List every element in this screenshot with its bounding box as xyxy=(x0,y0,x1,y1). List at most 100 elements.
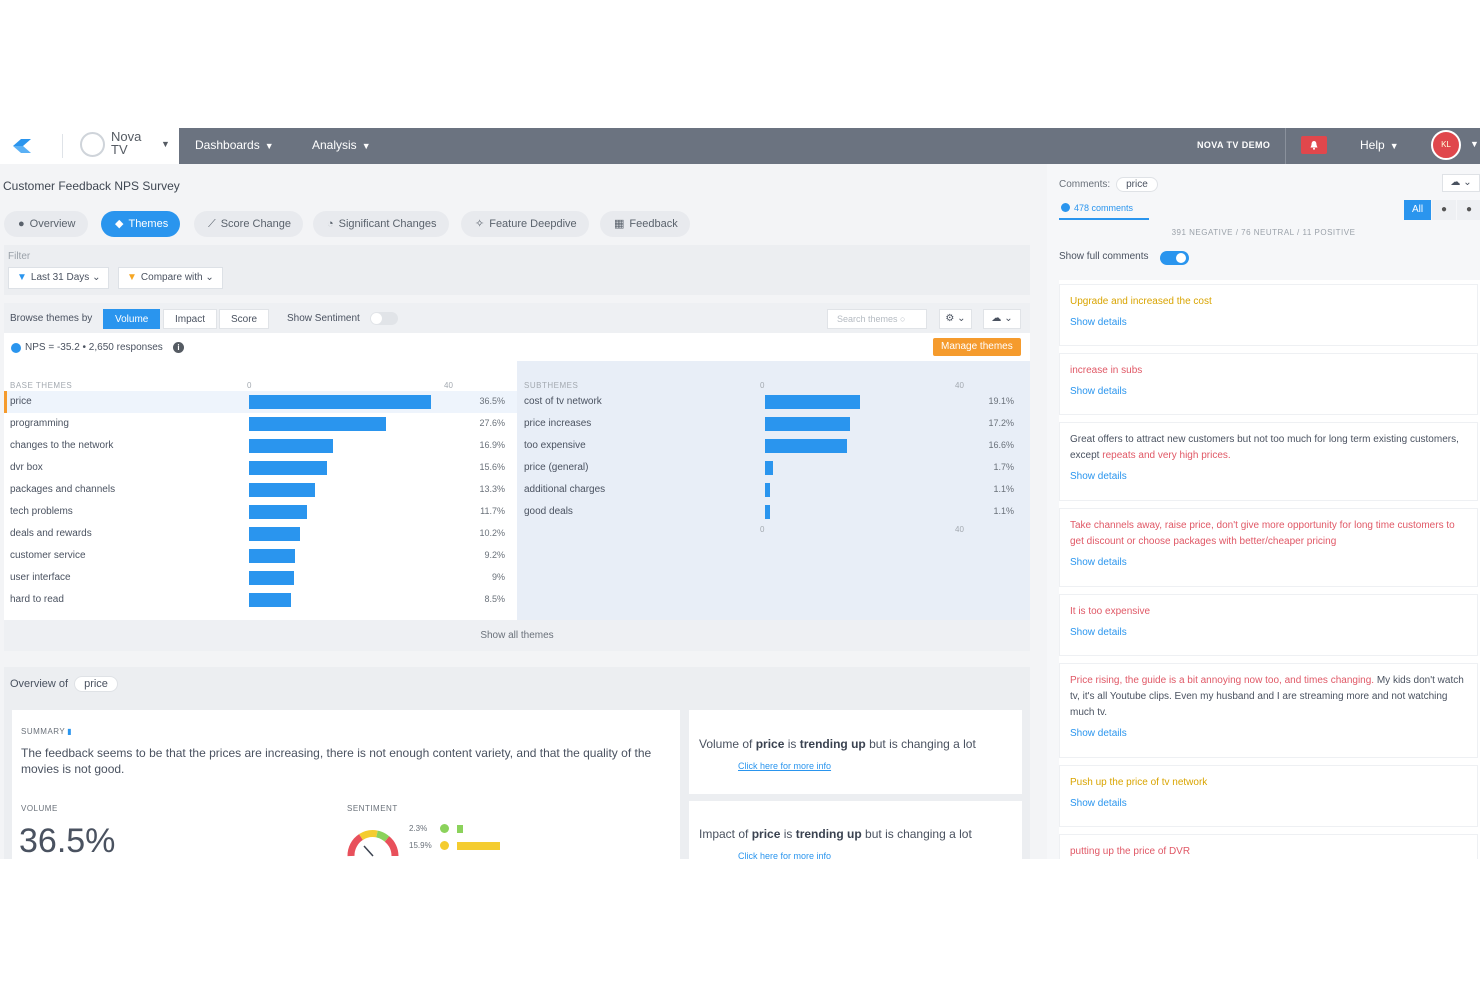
theme-row[interactable]: price 36.5% xyxy=(4,391,517,413)
show-sentiment-toggle[interactable] xyxy=(370,312,398,325)
theme-bar[interactable] xyxy=(765,395,860,409)
theme-bar[interactable] xyxy=(765,505,771,519)
theme-row[interactable]: too expensive 16.6% xyxy=(517,435,1030,457)
theme-row[interactable]: price (general) 1.7% xyxy=(517,457,1030,479)
sentiment-positive-bar xyxy=(457,825,464,833)
date-range-dropdown[interactable]: ▼ Last 31 Days ⌄ xyxy=(8,267,110,289)
browse-volume-button[interactable]: Volume xyxy=(103,309,161,329)
pane-gutter xyxy=(1047,280,1059,859)
chevron-down-icon[interactable]: ▼ xyxy=(161,139,170,149)
brand-area: Nova TV ▼ xyxy=(0,128,179,164)
theme-row[interactable]: changes to the network 16.9% xyxy=(4,435,517,457)
tab-score-change[interactable]: ⟋ Score Change xyxy=(194,211,304,237)
theme-bar[interactable] xyxy=(249,461,327,475)
notifications-button[interactable] xyxy=(1301,136,1327,154)
comments-download-button[interactable]: ☁ ⌄ xyxy=(1442,174,1480,192)
theme-bar[interactable] xyxy=(765,483,771,497)
theme-percentage: 1.1% xyxy=(993,506,1014,516)
theme-bar[interactable] xyxy=(249,527,300,541)
avatar[interactable]: KL xyxy=(1431,130,1461,160)
tab-overview[interactable]: ● Overview xyxy=(4,211,88,237)
brand-name[interactable]: Nova TV xyxy=(111,129,142,157)
theme-row[interactable]: user interface 9% xyxy=(4,567,517,589)
filter-bar: Filter ▼ Last 31 Days ⌄ ▼ Compare with ⌄ xyxy=(4,245,1030,295)
theme-bar[interactable] xyxy=(249,593,292,607)
tab-feature-deepdive[interactable]: ✧ Feature Deepdive xyxy=(461,211,589,237)
show-details-link[interactable]: Show details xyxy=(1070,386,1127,397)
comment-card: Great offers to attract new customers bu… xyxy=(1059,422,1478,501)
settings-button[interactable]: ⚙ ⌄ xyxy=(939,309,972,329)
theme-row[interactable]: tech problems 11.7% xyxy=(4,501,517,523)
show-details-link[interactable]: Show details xyxy=(1070,317,1127,328)
theme-row[interactable]: additional charges 1.1% xyxy=(517,479,1030,501)
volume-more-info-link[interactable]: Click here for more info xyxy=(738,761,832,771)
comments-theme-chip[interactable]: price xyxy=(1116,177,1158,192)
theme-bar[interactable] xyxy=(765,417,851,431)
theme-bar[interactable] xyxy=(249,549,295,563)
theme-bar[interactable] xyxy=(249,571,294,585)
tab-themes[interactable]: ◆ Themes xyxy=(101,211,181,237)
line-chart-icon: ⟋ xyxy=(208,218,216,230)
theme-row[interactable]: deals and rewards 10.2% xyxy=(4,523,517,545)
show-details-link[interactable]: Show details xyxy=(1070,627,1127,638)
theme-bar[interactable] xyxy=(249,439,334,453)
browse-score-button[interactable]: Score xyxy=(219,309,270,329)
theme-row[interactable]: packages and channels 13.3% xyxy=(4,479,517,501)
theme-row[interactable]: programming 27.6% xyxy=(4,413,517,435)
show-all-themes-link[interactable]: Show all themes xyxy=(4,620,1030,651)
impact-trend-text: Impact of price is trending up but is ch… xyxy=(699,827,972,841)
theme-label: programming xyxy=(10,418,69,429)
browse-impact-button[interactable]: Impact xyxy=(163,309,218,329)
theme-row[interactable]: customer service 9.2% xyxy=(4,545,517,567)
sentiment-filter-button[interactable]: ● xyxy=(1457,200,1480,220)
show-details-link[interactable]: Show details xyxy=(1070,728,1127,739)
show-details-link[interactable]: Show details xyxy=(1070,557,1127,568)
tag-icon: ◆ xyxy=(115,218,124,230)
filter-all-button[interactable]: All xyxy=(1404,200,1431,220)
theme-bar[interactable] xyxy=(249,483,316,497)
theme-row[interactable]: good deals 1.1% xyxy=(517,501,1030,523)
base-themes-header: BASE THEMES xyxy=(10,381,73,390)
theme-row[interactable]: hard to read 8.5% xyxy=(4,589,517,611)
theme-label: good deals xyxy=(524,506,573,517)
impact-more-info-link[interactable]: Click here for more info xyxy=(738,851,832,859)
nav-analysis[interactable]: Analysis ▼ xyxy=(312,138,371,152)
tab-feedback[interactable]: ▦ Feedback xyxy=(600,211,690,237)
cloud-download-icon: ☁ xyxy=(991,313,1002,324)
nps-dot-icon xyxy=(11,343,21,353)
theme-bar[interactable] xyxy=(249,417,387,431)
overview-theme-chip[interactable]: price xyxy=(74,676,118,692)
show-details-link[interactable]: Show details xyxy=(1070,798,1127,809)
theme-percentage: 10.2% xyxy=(479,528,505,538)
theme-row[interactable]: price increases 17.2% xyxy=(517,413,1030,435)
nav-dashboards[interactable]: Dashboards ▼ xyxy=(195,138,274,152)
sentiment-gauge-icon xyxy=(347,830,399,857)
chevron-down-icon[interactable]: ▼ xyxy=(1470,139,1479,149)
comments-count-tab[interactable]: 478 comments xyxy=(1061,203,1133,213)
theme-bar[interactable] xyxy=(765,461,774,475)
help-menu[interactable]: Help ▼ xyxy=(1360,138,1399,152)
manage-themes-button[interactable]: Manage themes xyxy=(933,338,1021,356)
show-full-comments-toggle[interactable] xyxy=(1160,251,1189,265)
theme-bar[interactable] xyxy=(249,395,431,409)
logo-icon[interactable] xyxy=(11,137,33,155)
theme-label: tech problems xyxy=(10,506,73,517)
show-details-link[interactable]: Show details xyxy=(1070,471,1127,482)
theme-percentage: 15.6% xyxy=(479,462,505,472)
axis-tick-min: 0 xyxy=(247,381,252,390)
frown-icon: ● xyxy=(1465,204,1473,215)
sentiment-filter-button[interactable]: ● xyxy=(1432,200,1456,220)
tab-significant-changes[interactable]: ◔ Significant Changes xyxy=(313,211,449,237)
theme-row[interactable]: cost of tv network 19.1% xyxy=(517,391,1030,413)
compare-dropdown[interactable]: ▼ Compare with ⌄ xyxy=(118,267,223,289)
theme-bar[interactable] xyxy=(249,505,308,519)
theme-bar[interactable] xyxy=(765,439,848,453)
theme-row[interactable]: dvr box 15.6% xyxy=(4,457,517,479)
page-title: Customer Feedback NPS Survey xyxy=(3,179,180,193)
download-button[interactable]: ☁ ⌄ xyxy=(983,309,1021,329)
search-themes-input[interactable]: Search themes ○ xyxy=(827,309,927,329)
browse-controls: Browse themes by Volume Impact Score Sho… xyxy=(4,303,1030,333)
theme-percentage: 17.2% xyxy=(988,418,1014,428)
comment-card: putting up the price of DVR xyxy=(1059,834,1478,859)
info-icon[interactable]: i xyxy=(173,342,184,353)
